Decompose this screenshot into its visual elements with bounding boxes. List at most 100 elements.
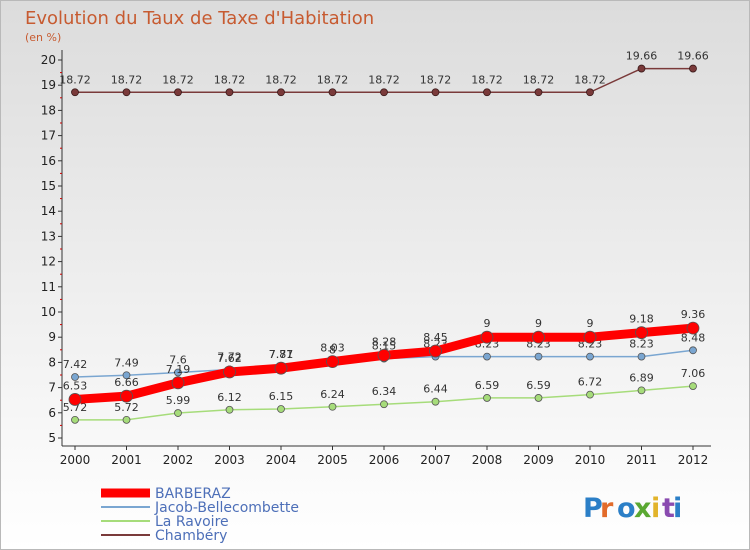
x-tick-label: 2010 [575,453,606,467]
y-tick-label: 20 [41,53,56,67]
data-label: 6.12 [217,391,242,404]
logo-letter: x [634,493,651,524]
logo-letter: r [600,493,614,524]
y-tick-label: 10 [41,305,56,319]
x-tick-label: 2002 [163,453,194,467]
y-tick-label: 16 [41,154,56,168]
data-point [380,88,388,97]
y-tick-label: 13 [41,229,56,243]
data-label: 7.42 [63,358,88,371]
y-tick-label: 19 [41,78,56,92]
x-tick-label: 2009 [523,453,554,467]
x-tick-label: 2007 [420,453,451,467]
series-chamb-ry: 18.72 18.72 18.72 18.72 18.72 18.72 18.72 18.72… [59,50,709,97]
data-label: 8.48 [681,331,706,344]
x-tick-label: 2011 [626,453,657,467]
data-point [586,390,594,399]
data-point [122,371,131,380]
y-tick-label: 14 [41,204,56,218]
data-point [225,405,234,414]
data-point [586,88,594,97]
data-label: 18.72 [574,73,606,86]
data-label: 18.72 [317,73,349,86]
data-point [377,348,391,362]
data-point [328,88,337,97]
x-tick-label: 2001 [111,453,142,467]
data-label: 18.72 [214,73,246,86]
data-point [68,393,82,406]
data-label: 18.72 [265,73,297,86]
data-label: 8.03 [320,342,345,355]
data-point [71,415,79,424]
x-tick-label: 2008 [472,453,503,467]
data-point [120,389,133,403]
data-label: 6.44 [423,383,448,396]
data-point [326,355,339,369]
data-label: 7.06 [681,367,706,380]
y-tick-label: 11 [41,280,56,294]
logo-letter: i [651,493,660,524]
x-tick-label: 2005 [317,453,348,467]
data-point [483,352,491,361]
data-point [431,88,440,97]
data-point [171,376,185,390]
data-label: 6.59 [526,379,551,392]
logo-letter: t [662,493,675,524]
data-point [174,409,182,417]
data-label: 9.18 [629,313,654,326]
data-point [532,330,545,344]
data-label: 6.53 [63,379,88,392]
data-point [71,88,79,97]
data-label: 6.59 [475,379,500,392]
data-label: 6.24 [320,388,345,401]
legend-entry: Chambéry [155,528,227,544]
data-point [689,346,697,355]
series-layer: 18.72 18.72 18.72 18.72 18.72 18.72 18.72 18.72… [59,50,709,424]
data-point [637,352,646,361]
data-label: 6.66 [114,376,139,389]
axes: 5 6 7 8 9 10 11 12 13 14 15 16 17 18 19 20 2000 2001 2002 2… [41,50,711,467]
data-point [586,352,594,361]
chart-title: Evolution du Taux de Taxe d'Habitation [25,8,374,29]
data-point [174,88,182,97]
data-label: 7.81 [269,348,294,361]
data-label: 7.77 [269,348,294,361]
y-tick-label: 17 [41,129,56,143]
x-tick-label: 2012 [678,453,709,467]
data-point [583,330,597,344]
data-point [71,373,79,381]
data-point [637,386,646,395]
data-label: 18.72 [420,73,452,86]
data-point [225,88,234,97]
data-point [480,330,494,344]
x-tick-label: 2006 [369,453,400,467]
y-tick-label: 5 [48,431,56,445]
data-point [483,88,491,97]
data-point [122,415,131,424]
series-barberaz: 6.53 6.66 7.19 7.62 7.77 8.03 8.28 8.45 9 9 9 9.18 9… [63,308,705,406]
data-label: 5.72 [63,401,88,414]
series-la-ravoire: 5.72 5.72 5.99 6.12 6.15 6.24 6.34 6.44 6.59 6.59… [63,367,706,424]
y-tick-label: 15 [41,179,56,193]
data-label: 7.49 [114,356,139,369]
data-label: 8.23 [629,338,654,351]
data-point [686,321,700,335]
data-label: 8 [329,343,336,356]
data-point [534,352,543,361]
data-label: 7.62 [217,352,242,365]
data-point [277,88,285,97]
data-point [174,368,182,377]
data-point [223,365,236,379]
data-label: 18.72 [111,73,143,86]
data-point [122,88,131,97]
data-label: 19.66 [626,50,658,63]
data-point [689,382,697,390]
y-tick-label: 12 [41,255,56,269]
y-tick-label: 9 [48,330,56,344]
data-label: 5.99 [166,394,191,407]
y-tick-label: 18 [41,103,56,117]
y-tick-label: 7 [48,381,56,395]
data-label: 6.89 [629,371,654,384]
